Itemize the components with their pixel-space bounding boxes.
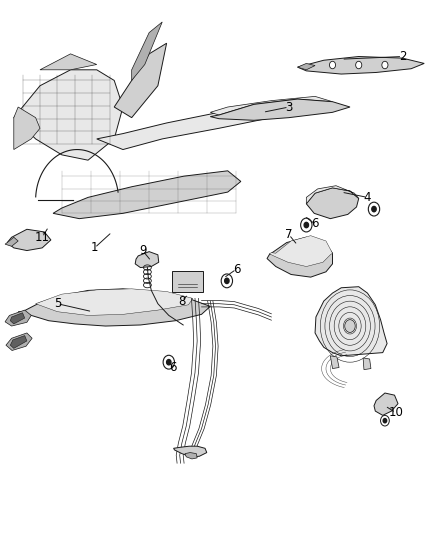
Polygon shape [7, 229, 51, 251]
Polygon shape [306, 188, 359, 219]
Polygon shape [132, 22, 162, 80]
Polygon shape [35, 289, 193, 316]
Polygon shape [315, 287, 387, 356]
Polygon shape [14, 70, 123, 160]
Circle shape [221, 274, 233, 288]
Circle shape [163, 356, 174, 369]
Polygon shape [40, 54, 97, 70]
Polygon shape [374, 393, 398, 415]
Polygon shape [97, 102, 285, 150]
Polygon shape [210, 99, 350, 120]
Circle shape [382, 61, 388, 69]
Polygon shape [173, 446, 207, 457]
Text: 2: 2 [399, 50, 406, 63]
Text: 9: 9 [139, 244, 146, 257]
Text: 5: 5 [54, 297, 61, 310]
Polygon shape [210, 96, 332, 115]
Text: 3: 3 [285, 101, 293, 114]
Circle shape [166, 360, 171, 365]
Polygon shape [5, 310, 31, 326]
Text: 8: 8 [178, 295, 186, 308]
Polygon shape [18, 289, 210, 326]
Text: 7: 7 [285, 228, 293, 241]
Polygon shape [185, 453, 197, 459]
Circle shape [345, 320, 355, 333]
Circle shape [304, 222, 308, 228]
Polygon shape [330, 356, 339, 368]
Circle shape [381, 415, 389, 426]
Polygon shape [53, 171, 241, 219]
FancyBboxPatch shape [172, 271, 203, 292]
Polygon shape [6, 333, 32, 351]
Polygon shape [5, 237, 18, 246]
Text: 4: 4 [364, 191, 371, 204]
Text: 1: 1 [91, 241, 98, 254]
Circle shape [368, 202, 380, 216]
Circle shape [225, 278, 229, 284]
Polygon shape [306, 185, 359, 204]
Circle shape [383, 418, 387, 423]
Text: 10: 10 [389, 406, 403, 419]
Polygon shape [14, 107, 40, 150]
Polygon shape [135, 252, 159, 268]
Polygon shape [114, 43, 166, 118]
Polygon shape [269, 236, 332, 266]
Circle shape [300, 218, 312, 232]
Text: 6: 6 [170, 361, 177, 374]
Polygon shape [11, 313, 25, 324]
Polygon shape [297, 63, 315, 70]
Polygon shape [363, 358, 371, 369]
Circle shape [372, 206, 376, 212]
Polygon shape [297, 56, 424, 74]
Text: 6: 6 [311, 217, 319, 230]
Circle shape [356, 61, 362, 69]
Text: 11: 11 [35, 231, 49, 244]
Text: 6: 6 [233, 263, 240, 276]
Circle shape [329, 61, 336, 69]
Polygon shape [267, 237, 332, 277]
Polygon shape [11, 336, 27, 349]
